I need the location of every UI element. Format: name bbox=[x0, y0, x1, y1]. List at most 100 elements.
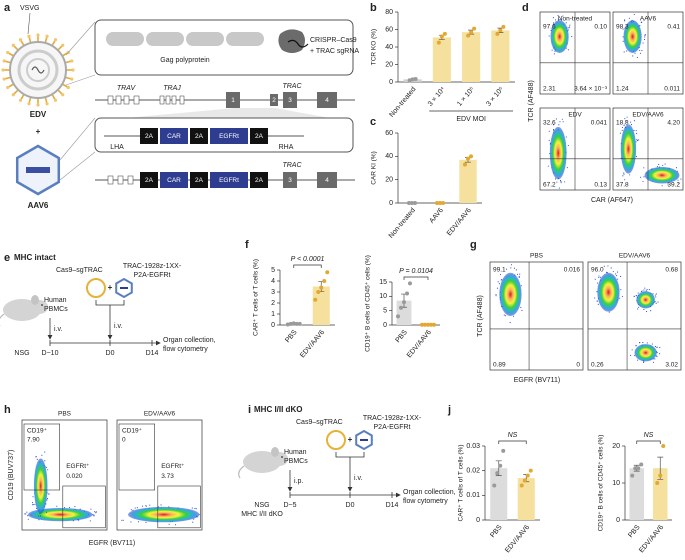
event-dot bbox=[620, 275, 622, 278]
cassette-label: 2A bbox=[195, 133, 204, 140]
cas9 bbox=[278, 29, 305, 53]
event-dot bbox=[44, 460, 46, 462]
event-dot bbox=[557, 14, 559, 16]
day-label: D0 bbox=[346, 502, 355, 509]
y-tick-label: 0 bbox=[389, 200, 393, 207]
significance-bracket bbox=[636, 440, 661, 444]
event-dot bbox=[617, 278, 619, 280]
reagent-label: P2A-EGFRt bbox=[134, 272, 171, 279]
cassette-part bbox=[210, 172, 248, 188]
y-tick-label: 0.01 bbox=[466, 492, 480, 499]
event-dot bbox=[559, 19, 561, 21]
event-dot bbox=[509, 322, 511, 324]
segment bbox=[127, 175, 134, 185]
y-tick-label: 0 bbox=[383, 322, 387, 329]
cassette-part bbox=[250, 128, 268, 144]
event-dot bbox=[174, 524, 177, 526]
exon-label: 3 bbox=[288, 177, 292, 184]
day-label: D0 bbox=[106, 350, 115, 357]
exon bbox=[283, 92, 297, 108]
x-tick-label: 3 × 10⁵ bbox=[485, 86, 505, 108]
glycoprotein-tip bbox=[61, 43, 65, 47]
event-dot bbox=[499, 273, 502, 276]
y-tick-label: 0.02 bbox=[466, 468, 480, 475]
event-dot bbox=[571, 36, 573, 38]
event-dot bbox=[561, 118, 563, 120]
edv-icon bbox=[326, 430, 346, 450]
reagent-label: TRAC-1928z-1XX- bbox=[363, 415, 422, 422]
event-dot bbox=[638, 306, 640, 308]
event-dot bbox=[641, 50, 643, 52]
quadrant-value: 99.1 bbox=[493, 267, 506, 274]
event-dot bbox=[565, 136, 567, 138]
event-dot bbox=[518, 275, 520, 277]
bar bbox=[491, 30, 510, 82]
gate-value: 7.90 bbox=[27, 437, 40, 444]
event-dot bbox=[635, 155, 638, 158]
gate-label: CD19⁺ bbox=[122, 428, 143, 435]
event-dot bbox=[130, 521, 132, 523]
event-dot bbox=[598, 276, 600, 279]
x-tick-label: EDV/AAV6 bbox=[299, 329, 326, 359]
cassette-label: 2A bbox=[255, 133, 264, 140]
event-dot bbox=[646, 288, 648, 291]
plus: + bbox=[348, 435, 353, 444]
bar bbox=[517, 478, 535, 520]
event-dot bbox=[626, 50, 628, 52]
event-dot bbox=[596, 300, 598, 302]
event-dot bbox=[560, 182, 562, 184]
cassette-label: CAR bbox=[167, 177, 181, 184]
event-dot bbox=[32, 496, 34, 498]
event-dot bbox=[46, 499, 48, 501]
y-tick-label: 40 bbox=[385, 153, 393, 160]
event-dot bbox=[44, 451, 46, 453]
data-point bbox=[469, 30, 474, 35]
j-segment bbox=[179, 95, 185, 105]
edv-core-inner bbox=[26, 58, 50, 82]
route-label: i.p. bbox=[294, 478, 303, 485]
data-point bbox=[441, 201, 445, 205]
combine-bracket bbox=[335, 452, 365, 458]
event-dot bbox=[650, 310, 652, 312]
event-dot bbox=[621, 296, 623, 298]
cassette-label: 2A bbox=[195, 177, 204, 184]
quadrant-value: 0 bbox=[576, 362, 580, 369]
event-dot bbox=[635, 345, 637, 347]
mouse-eye bbox=[41, 304, 43, 306]
y-tick-label: 20 bbox=[385, 61, 393, 68]
cassette-part bbox=[190, 128, 208, 144]
data-point bbox=[633, 466, 638, 471]
quadrant-value: 1.24 bbox=[616, 86, 629, 93]
event-dot bbox=[639, 52, 642, 54]
event-dot bbox=[596, 291, 598, 293]
data-point bbox=[288, 321, 293, 326]
event-dot bbox=[142, 505, 144, 507]
event-dot bbox=[56, 505, 58, 507]
y-tick-label: 10 bbox=[612, 480, 620, 487]
event-dot bbox=[38, 515, 40, 517]
plot-title: AAV6 bbox=[640, 16, 657, 23]
plot-title: EDV bbox=[568, 112, 582, 119]
event-dot bbox=[496, 287, 498, 289]
gate-value: 3.73 bbox=[161, 473, 174, 480]
event-dot bbox=[599, 276, 601, 278]
event-dot bbox=[678, 182, 680, 184]
event-dot bbox=[651, 343, 653, 345]
x-tick-label: 3 × 10⁴ bbox=[427, 86, 447, 108]
data-point bbox=[413, 201, 417, 205]
event-dot bbox=[552, 17, 554, 19]
panel-title: MHC I/II dKO bbox=[254, 405, 302, 414]
bar bbox=[629, 468, 645, 520]
x-tick-label: AAV6 bbox=[428, 207, 445, 225]
x-axis-label: CAR (AF647) bbox=[591, 197, 633, 204]
cell-population bbox=[499, 272, 522, 316]
event-dot bbox=[505, 268, 508, 270]
panel-label: b bbox=[370, 2, 377, 14]
glycoprotein-tip bbox=[27, 34, 31, 38]
cassette-part bbox=[140, 128, 158, 144]
event-dot bbox=[36, 458, 38, 460]
data-point bbox=[407, 201, 411, 205]
event-dot bbox=[32, 504, 34, 506]
callout bbox=[27, 12, 31, 35]
